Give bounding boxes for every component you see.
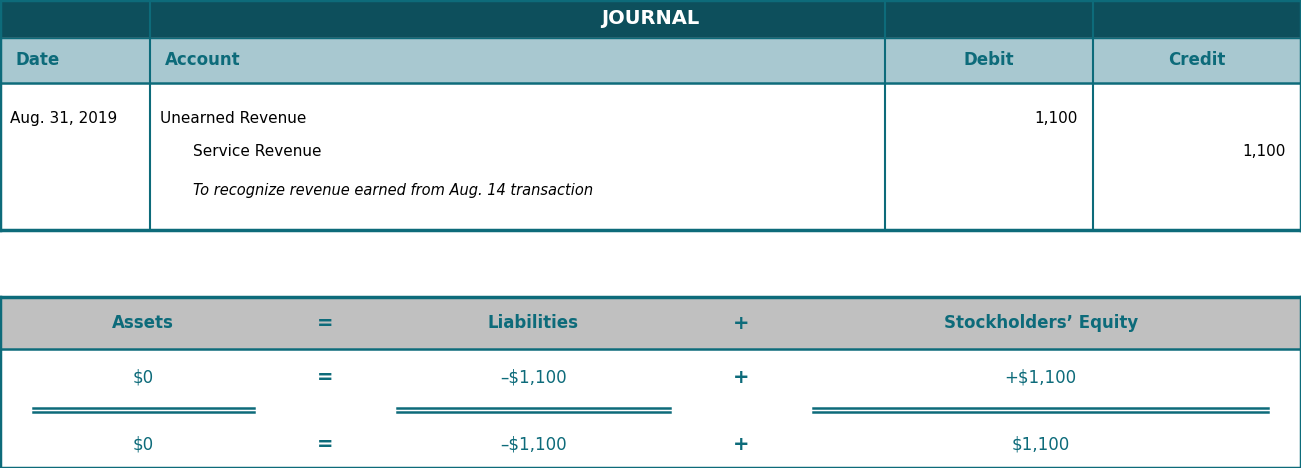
Text: $0: $0 bbox=[133, 369, 154, 387]
Text: Account: Account bbox=[165, 51, 241, 69]
Text: Debit: Debit bbox=[964, 51, 1013, 69]
FancyBboxPatch shape bbox=[0, 349, 1301, 468]
FancyBboxPatch shape bbox=[0, 0, 1301, 38]
Text: +: + bbox=[734, 368, 749, 388]
Text: =: = bbox=[317, 435, 333, 454]
Text: +: + bbox=[734, 435, 749, 454]
Text: JOURNAL: JOURNAL bbox=[601, 9, 700, 29]
Text: +$1,100: +$1,100 bbox=[1004, 369, 1077, 387]
Text: –$1,100: –$1,100 bbox=[500, 369, 567, 387]
FancyBboxPatch shape bbox=[0, 297, 1301, 349]
Text: $0: $0 bbox=[133, 436, 154, 453]
Text: =: = bbox=[317, 368, 333, 388]
Text: Service Revenue: Service Revenue bbox=[193, 145, 321, 160]
Text: +: + bbox=[734, 314, 749, 333]
Text: Liabilities: Liabilities bbox=[488, 314, 579, 332]
Text: Unearned Revenue: Unearned Revenue bbox=[160, 111, 307, 126]
Text: 1,100: 1,100 bbox=[1034, 111, 1077, 126]
Text: Date: Date bbox=[16, 51, 60, 69]
Text: =: = bbox=[317, 314, 333, 333]
Text: To recognize revenue earned from Aug. 14 transaction: To recognize revenue earned from Aug. 14… bbox=[193, 183, 593, 197]
Text: –$1,100: –$1,100 bbox=[500, 436, 567, 453]
FancyBboxPatch shape bbox=[0, 38, 1301, 83]
Text: Aug. 31, 2019: Aug. 31, 2019 bbox=[10, 111, 117, 126]
Text: $1,100: $1,100 bbox=[1012, 436, 1069, 453]
Text: Credit: Credit bbox=[1168, 51, 1226, 69]
Text: 1,100: 1,100 bbox=[1242, 145, 1285, 160]
FancyBboxPatch shape bbox=[0, 83, 1301, 230]
Text: Stockholders’ Equity: Stockholders’ Equity bbox=[943, 314, 1138, 332]
Text: Assets: Assets bbox=[112, 314, 174, 332]
